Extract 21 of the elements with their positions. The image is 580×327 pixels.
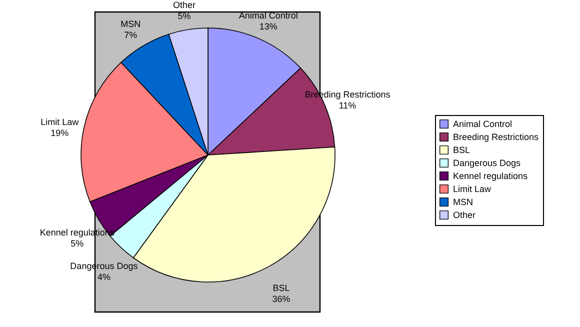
slice-label: Limit Law [40,116,80,127]
slice-label: BSL [272,283,290,294]
data-label: 19% [50,128,69,138]
data-label: 11% [338,100,356,111]
legend-label: Other [453,210,476,220]
data-label: 4% [97,272,110,282]
legend-label: BSL [453,145,470,155]
slice-label: Other [172,0,196,10]
data-label: 13% [259,22,278,32]
legend-label: Breeding Restrictions [453,132,540,142]
legend-label: MSN [453,197,473,207]
data-label: 5% [70,238,84,248]
legend-label: Animal Control [453,119,512,129]
data-label: 7% [124,30,138,40]
data-label: 5% [178,10,191,21]
legend-label: Kennel regulations [453,171,528,181]
legend-label: Dangerous Dogs [453,158,522,168]
slice-label: Animal Control [238,10,298,20]
data-label: 36% [272,294,290,304]
slice-label: MSN [120,19,141,30]
legend-label: Limit Law [453,184,492,194]
